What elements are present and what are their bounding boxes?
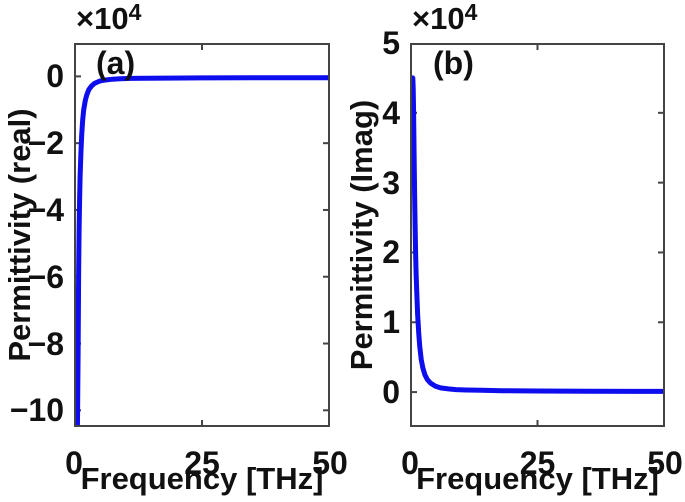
x-axis-label-imag: Frequency [THz] (416, 461, 659, 496)
y-tick-label: 0 (382, 374, 400, 411)
y-tick-label: 0 (46, 58, 64, 95)
x-tick-label: 50 (647, 445, 683, 481)
y-tick-label: 1 (382, 304, 400, 341)
x-tick-label: 25 (519, 445, 556, 481)
y-tick-label: 5 (382, 25, 400, 61)
y-tick-label: −6 (27, 258, 64, 295)
axes-box (410, 43, 665, 427)
exponent-power: 4 (128, 0, 142, 25)
panel-letter-a: (a) (96, 45, 136, 81)
exponent-power: 4 (464, 0, 478, 25)
y-axis-exponent-imag: ×104 (412, 0, 478, 36)
data-curve (410, 75, 665, 394)
data-curve (74, 75, 330, 427)
y-tick-label: 4 (382, 94, 400, 131)
y-tick-label: 2 (382, 234, 400, 271)
y-tick-label: −10 (9, 392, 64, 429)
y-axis-label-real: Permittivity (real) (2, 108, 37, 362)
x-axis-label-real: Frequency [THz] (80, 461, 324, 496)
x-tick-label: 0 (401, 445, 419, 481)
x-tick-label: 0 (65, 445, 83, 481)
plot-area-imag (410, 43, 665, 427)
panel-letter-b: (b) (433, 45, 474, 81)
y-tick-label: −8 (27, 325, 64, 362)
axes-box (74, 43, 330, 427)
plot-area-real (74, 43, 330, 427)
y-tick-label: 3 (382, 164, 400, 201)
y-tick-label: −2 (27, 125, 64, 162)
exponent-base: ×10 (76, 1, 129, 36)
y-axis-exponent-real: ×104 (76, 0, 142, 36)
y-tick-label: −4 (27, 191, 64, 228)
x-tick-label: 25 (184, 445, 220, 481)
exponent-base: ×10 (412, 1, 465, 36)
x-tick-label: 50 (312, 445, 348, 481)
